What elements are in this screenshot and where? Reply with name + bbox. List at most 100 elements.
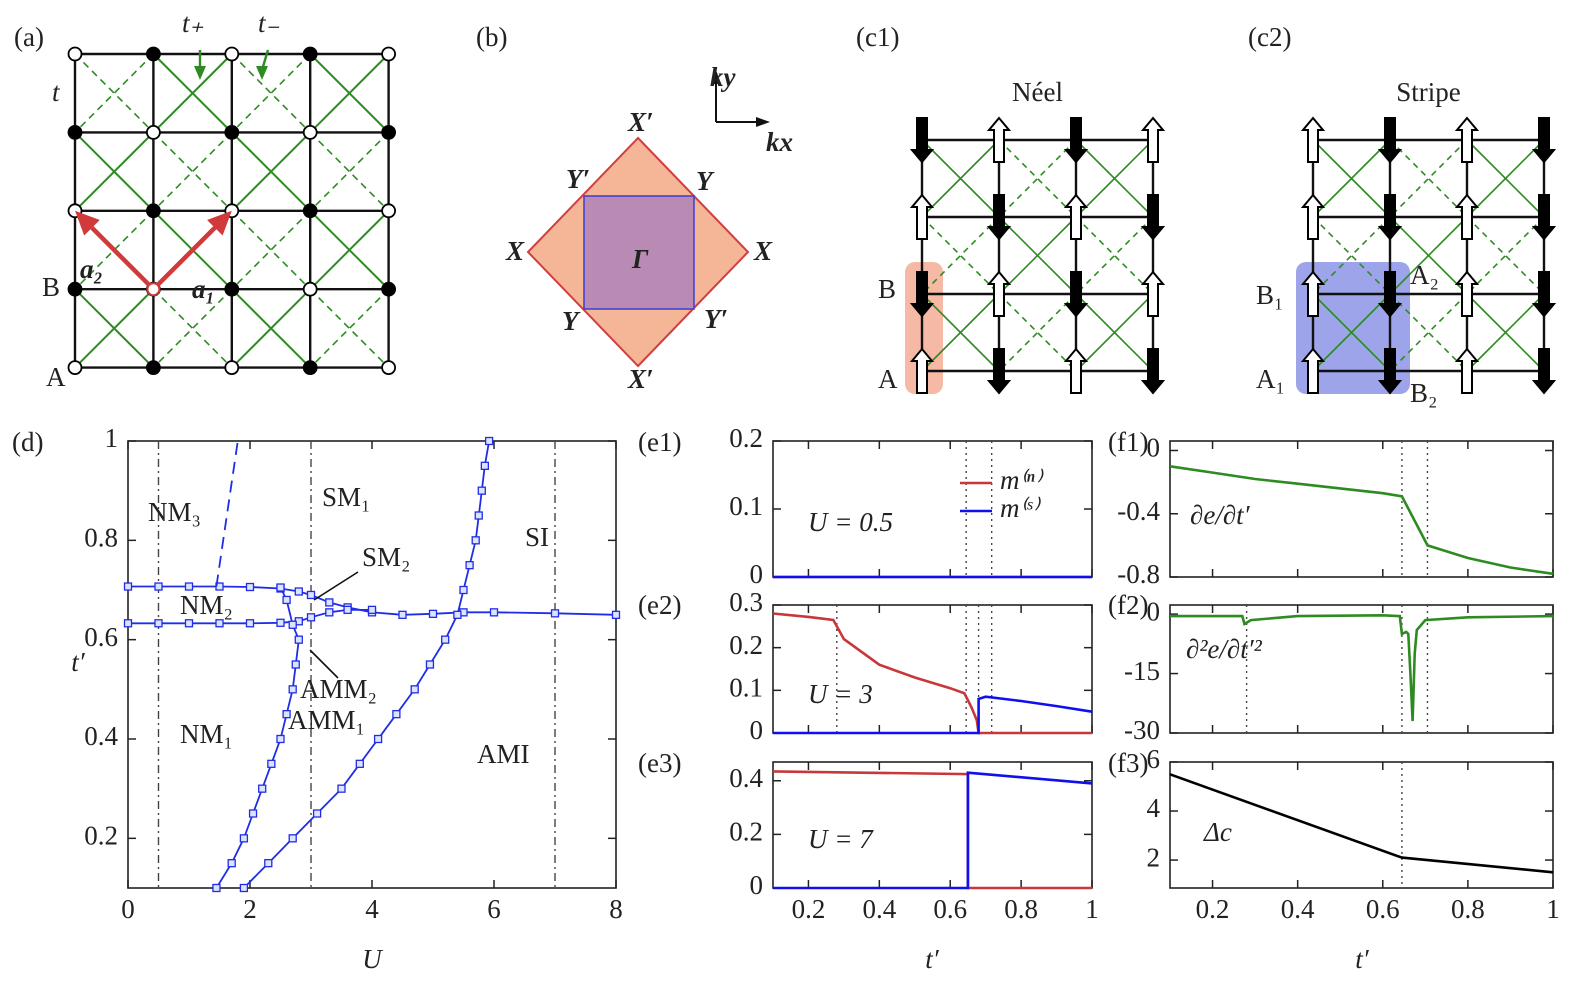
spin-up [1140,270,1166,317]
lattice-vector [90,226,155,291]
site [381,203,397,219]
data-point [480,461,490,470]
data-point [264,859,273,868]
spin-up [1454,347,1480,394]
spin-down [1140,348,1166,395]
y-tick-label: -0.8 [1117,559,1160,589]
site-label: B₂ [1410,378,1437,408]
bond-diagonal [1075,139,1154,218]
series-line [1169,773,1554,874]
data-point [459,585,468,595]
bond-diagonal [231,210,311,290]
bond-diagonal [152,131,233,212]
annotation: ∂²e/∂t′² [1186,634,1263,664]
bond-diagonal [74,288,155,369]
data-point [611,610,621,619]
bond-diagonal [152,288,233,369]
bond-diagonal [1466,293,1545,372]
bond-diagonal [309,53,390,134]
diagram-label: t₊ [182,8,204,38]
data-point [184,582,194,591]
spin-down [909,271,935,318]
bond-diagonal [921,293,1000,372]
annotation: NM₁ [180,719,233,749]
bond-diagonal [1312,216,1391,295]
data-point [123,619,133,628]
data-point [489,608,499,617]
series-line [772,612,1092,735]
panel-label: (e1) [638,427,681,457]
diagram-label: t [52,77,61,107]
bond-diagonal [998,293,1077,372]
x-tick-label: 1 [1546,894,1560,924]
series-line [1169,465,1554,576]
panel-label: (e2) [638,590,681,620]
spin-up [1063,193,1089,240]
site [67,124,83,140]
diagram-label: a₁ [192,274,215,304]
y-tick-label: 0.8 [84,523,118,553]
diagram-label: A [46,362,66,392]
panel-label: (c1) [856,22,899,52]
bond-diagonal [1466,139,1545,218]
panel-label: (a) [14,22,44,52]
spin-up [1140,116,1166,163]
site [145,203,161,219]
bond-diagonal [309,131,390,212]
x-tick-label: 0.8 [1004,894,1038,924]
x-tick-label: 0 [121,894,135,924]
spin-down [909,117,935,164]
arrow-head [711,70,721,84]
data-point [267,759,276,768]
x-axis-label: t′ [925,944,940,974]
y-tick-label: 1 [105,423,119,453]
spin-down [1531,348,1557,395]
bond-diagonal [998,216,1077,295]
bond-diagonal [231,53,311,133]
x-tick-label: 0.6 [1366,894,1400,924]
spin-down [1377,117,1403,164]
site [302,46,318,62]
bond-diagonal [998,139,1077,218]
bond-diagonal [1312,216,1391,295]
site-label: B [878,274,896,304]
x-tick-label: 0.4 [1281,894,1315,924]
spin-down [1140,194,1166,241]
data-point [425,660,435,669]
data-point [294,635,303,644]
y-tick-label: 0.4 [84,721,118,751]
bond-diagonal [231,288,311,369]
bond-diagonal [231,210,311,290]
site-label: A₂ [1410,260,1439,290]
spin-down [1063,271,1089,318]
panel-label: (f2) [1108,590,1148,620]
order-title: Néel [1012,77,1063,107]
x-tick-label: 2 [243,894,257,924]
site-label: B₁ [1256,280,1283,310]
site [145,124,161,140]
spin-up [1454,270,1480,317]
data-point [312,809,322,818]
plot-frame [127,440,617,889]
x-axis-label: U [362,944,383,974]
spin-up [1454,193,1480,240]
series-line [773,695,1093,735]
data-point [239,883,249,893]
bond-diagonal [74,210,154,290]
data-point [154,619,163,628]
zone-label: X [505,236,525,266]
legend-label: m⁽ˢ⁾ [1000,493,1041,523]
bond-diagonal [998,293,1077,372]
site [224,124,240,140]
bond-diagonal [1389,293,1468,372]
data-point [212,883,221,893]
y-tick-label: -15 [1124,656,1160,686]
site [302,281,318,297]
spin-up [1063,347,1089,394]
site [302,360,318,376]
zone-label: X′ [627,364,654,394]
site [145,360,161,376]
spin-down [1531,194,1557,241]
y-tick-label: 0.1 [729,673,763,703]
zone-label: Y′ [704,304,728,334]
